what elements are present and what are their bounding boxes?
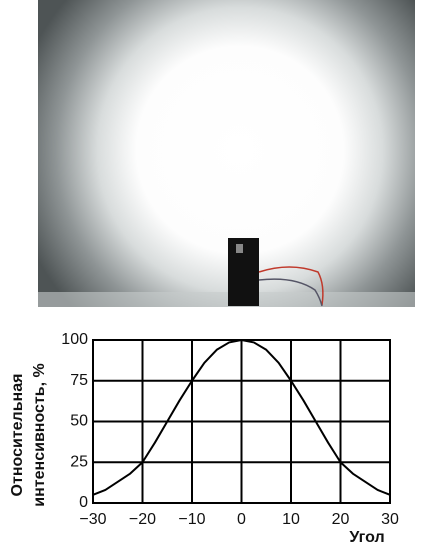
x-tick-label: 0 <box>237 511 246 528</box>
x-tick-label: 10 <box>282 511 300 528</box>
x-tick-label: −10 <box>178 511 205 528</box>
x-axis-label: Угол <box>349 529 384 546</box>
x-tick-label: 30 <box>381 511 399 528</box>
x-tick-label: −20 <box>129 511 156 528</box>
y-axis-label: Относительная <box>9 374 26 497</box>
x-tick-label: 20 <box>332 511 350 528</box>
surface <box>38 292 415 307</box>
x-tick-label: −30 <box>79 511 106 528</box>
y-axis-label: интенсивность, % <box>31 363 48 506</box>
y-tick-label: 50 <box>70 413 88 430</box>
y-tick-label: 100 <box>61 331 88 348</box>
y-tick-label: 0 <box>79 494 88 511</box>
y-tick-label: 25 <box>70 453 88 470</box>
led-detail <box>236 244 243 253</box>
light-spot <box>38 0 415 307</box>
page: 0 25 50 75 100 −30 −20 −10 0 10 20 30Угол Относитель… <box>0 0 433 548</box>
y-tick-label: 75 <box>70 372 88 389</box>
led-body <box>228 238 259 306</box>
photo <box>38 0 415 307</box>
